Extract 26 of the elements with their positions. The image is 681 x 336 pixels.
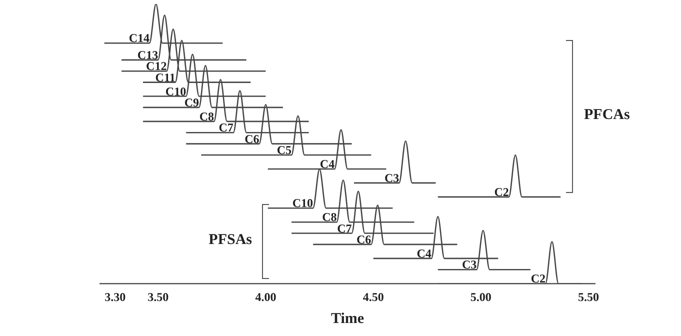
series-label: C9 xyxy=(184,96,199,110)
x-tick-label: 4.50 xyxy=(362,290,384,304)
series-label: C14 xyxy=(128,31,150,46)
series-label: C7 xyxy=(218,120,234,135)
series-label: C6 xyxy=(356,232,372,247)
series-label: C2 xyxy=(530,272,546,286)
series-label: C10 xyxy=(165,84,186,98)
series-label: C4 xyxy=(320,157,335,172)
series-label: C3 xyxy=(462,258,477,272)
x-tick-label: 5.00 xyxy=(470,290,492,304)
series-label: C3 xyxy=(384,171,400,186)
series-label: C6 xyxy=(244,132,260,146)
x-tick-label: 4.00 xyxy=(255,290,276,304)
series-label: C2 xyxy=(494,185,509,200)
series-label: C8 xyxy=(322,210,337,224)
series-label: C7 xyxy=(337,221,352,236)
annotation: PFCAs xyxy=(584,106,630,124)
annotation: PFSAs xyxy=(208,232,252,248)
series-label: C8 xyxy=(199,110,214,124)
series-label: C5 xyxy=(276,143,292,158)
series-label: C4 xyxy=(416,246,432,261)
series-label: C10 xyxy=(292,196,314,210)
x-tick-label: 5.50 xyxy=(578,290,600,304)
x-tick-label: 3.30 xyxy=(104,290,126,304)
x-axis-title: Time xyxy=(330,310,364,327)
x-tick-label: 3.50 xyxy=(148,290,169,304)
